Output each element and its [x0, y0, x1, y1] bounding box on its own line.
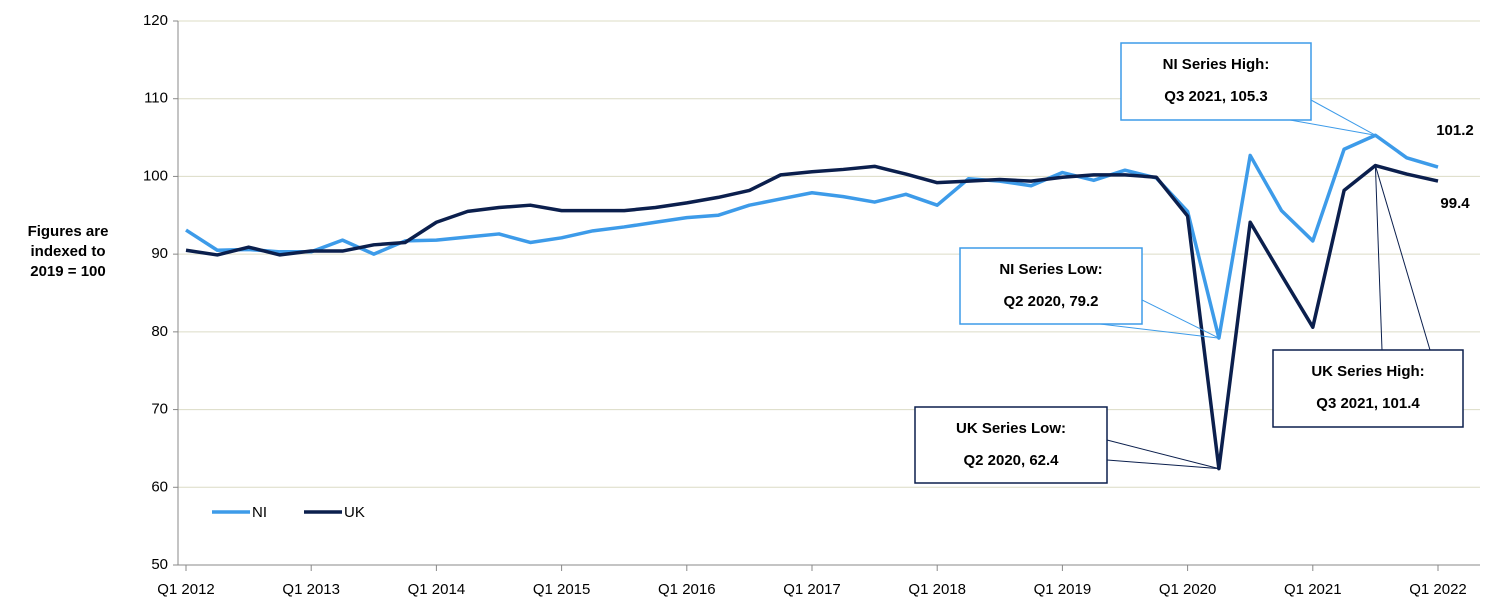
- y-tick-label: 100: [143, 167, 168, 184]
- callout-box: [1120, 42, 1312, 121]
- callout-leader: [1106, 459, 1219, 470]
- callout-text: NI Series High:: [1163, 56, 1270, 73]
- y-tick-label: 50: [151, 556, 168, 573]
- x-tick-label: Q1 2017: [783, 581, 841, 598]
- callout-text: Q3 2021, 101.4: [1316, 395, 1420, 412]
- callout-leader: [1141, 299, 1220, 339]
- x-tick-label: Q1 2016: [658, 581, 716, 598]
- x-tick-label: Q1 2013: [282, 581, 340, 598]
- x-tick-label: Q1 2021: [1284, 581, 1342, 598]
- line-series: [185, 133, 1439, 340]
- y-tick-label: 120: [143, 12, 168, 29]
- x-tick-label: Q1 2012: [157, 581, 215, 598]
- y-tick-label: 80: [151, 323, 168, 340]
- callout-text: Q3 2021, 105.3: [1164, 88, 1267, 105]
- callout-leader: [1310, 99, 1376, 136]
- callout-text: NI Series Low:: [999, 261, 1102, 278]
- x-tick-label: Q1 2020: [1159, 581, 1217, 598]
- x-tick-label: Q1 2014: [408, 581, 466, 598]
- x-tick-label: Q1 2019: [1034, 581, 1092, 598]
- callout-box: [1272, 349, 1464, 428]
- callout-leader: [1374, 165, 1383, 351]
- callout-leader: [1099, 323, 1219, 339]
- x-tick-label: Q1 2018: [908, 581, 966, 598]
- callout-text: Q2 2020, 62.4: [963, 452, 1059, 469]
- y-tick-label: 60: [151, 478, 168, 495]
- callout-box: [914, 406, 1108, 484]
- y-axis-label: 2019 = 100: [30, 263, 106, 280]
- legend-label: UK: [344, 504, 365, 521]
- end-label: 101.2: [1436, 122, 1474, 139]
- callout-leader: [1106, 439, 1220, 470]
- y-tick-label: 70: [151, 401, 168, 418]
- callout-text: UK Series Low:: [956, 420, 1066, 437]
- callout-text: Q2 2020, 79.2: [1003, 293, 1098, 310]
- y-tick-label: 110: [144, 90, 168, 107]
- callout-text: UK Series High:: [1311, 363, 1424, 380]
- callout-leader: [1374, 165, 1431, 351]
- callout-leader: [1289, 119, 1376, 136]
- line-series: [185, 163, 1439, 471]
- callout-box: [959, 247, 1143, 325]
- x-tick-label: Q1 2015: [533, 581, 591, 598]
- end-label: 99.4: [1440, 195, 1470, 212]
- y-axis-label: Figures are: [28, 223, 109, 240]
- legend-label: NI: [252, 504, 267, 521]
- y-tick-label: 90: [151, 245, 168, 262]
- x-tick-label: Q1 2022: [1409, 581, 1467, 598]
- y-axis-label: indexed to: [30, 243, 105, 260]
